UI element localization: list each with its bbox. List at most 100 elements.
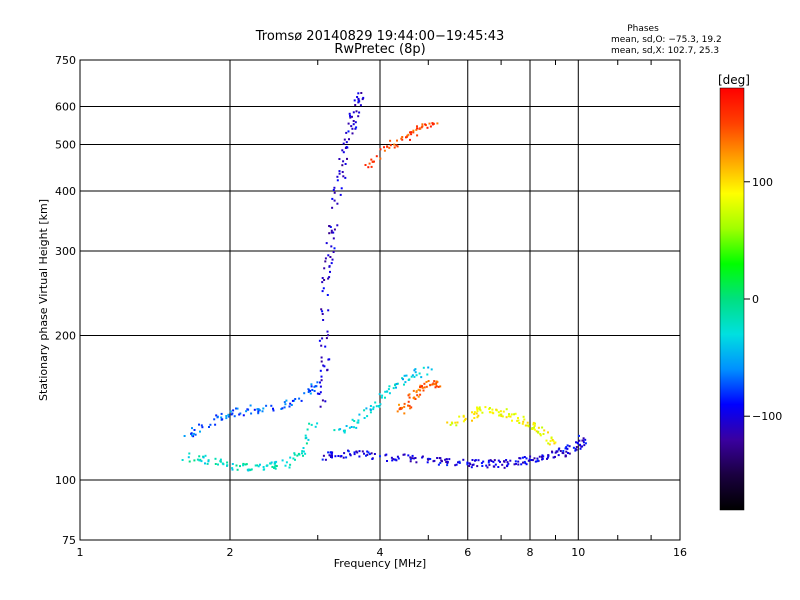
data-point (479, 409, 482, 412)
data-point (396, 145, 399, 148)
data-point (257, 465, 260, 468)
data-point (473, 411, 476, 414)
data-point (477, 459, 480, 462)
data-point (579, 443, 581, 446)
data-point (357, 419, 360, 422)
data-point (432, 460, 435, 463)
data-point (330, 231, 333, 234)
data-point (324, 260, 327, 263)
data-point (191, 427, 193, 430)
data-point (363, 417, 366, 419)
data-point (258, 409, 261, 412)
data-point (314, 425, 317, 428)
colorbar-tick-label: −100 (752, 410, 782, 423)
data-point (469, 463, 472, 466)
data-point (492, 412, 495, 415)
data-point (539, 433, 542, 435)
data-point (342, 456, 345, 459)
data-point (565, 450, 568, 453)
colorbar (720, 88, 744, 510)
data-point (352, 120, 355, 122)
data-point (301, 452, 303, 455)
data-point (476, 465, 479, 468)
data-point (333, 247, 336, 250)
data-point (200, 424, 203, 427)
chart-subtitle: RwPretec (8p) (334, 42, 425, 57)
data-point (375, 155, 378, 158)
data-point (355, 110, 358, 113)
data-point (340, 455, 343, 457)
data-point (365, 407, 368, 410)
data-point (407, 404, 409, 407)
data-point (426, 126, 429, 129)
data-point (270, 461, 273, 464)
data-point (482, 460, 485, 463)
data-point (351, 418, 354, 421)
data-point (532, 421, 535, 424)
data-point (481, 465, 484, 467)
data-point (471, 459, 474, 461)
data-point (412, 129, 415, 132)
data-point (564, 447, 567, 450)
data-point (373, 160, 375, 163)
data-point (330, 452, 333, 455)
data-point (495, 409, 498, 412)
data-point (572, 446, 575, 449)
data-point (324, 257, 327, 260)
data-point (409, 460, 412, 463)
x-tick-label: 4 (377, 546, 384, 559)
data-point (388, 385, 391, 388)
data-point (524, 462, 527, 465)
data-point (408, 378, 411, 381)
data-point (302, 450, 305, 453)
data-point (310, 423, 313, 426)
data-point (415, 128, 418, 131)
data-point (534, 422, 536, 425)
data-point (481, 411, 484, 414)
data-point (214, 457, 217, 460)
data-point (320, 360, 323, 363)
data-point (355, 426, 358, 429)
data-point (368, 453, 371, 456)
colorbar-tick-label: 0 (752, 293, 759, 306)
data-point (336, 202, 339, 205)
data-point (188, 452, 191, 455)
data-point (492, 465, 495, 468)
data-point (319, 369, 322, 372)
data-point (518, 457, 521, 460)
data-point (493, 459, 496, 462)
data-point (426, 461, 429, 464)
data-point (490, 460, 493, 462)
data-point (328, 232, 331, 235)
data-point (410, 406, 413, 409)
data-point (193, 459, 196, 462)
data-point (386, 390, 389, 393)
data-point (476, 408, 479, 411)
data-point (316, 392, 319, 395)
data-point (274, 464, 277, 467)
data-point (315, 385, 318, 388)
data-point (412, 131, 415, 134)
data-point (411, 457, 413, 460)
data-point (416, 127, 419, 130)
data-point (434, 386, 437, 389)
data-point (221, 462, 224, 465)
data-point (435, 383, 437, 386)
data-point (308, 389, 311, 392)
data-point (265, 464, 268, 467)
data-point (566, 444, 569, 447)
data-point (561, 451, 564, 454)
data-point (529, 455, 532, 458)
y-tick-label: 100 (55, 474, 76, 487)
data-point (320, 379, 323, 382)
data-point (413, 396, 416, 399)
data-point (580, 445, 583, 448)
data-point (492, 460, 495, 463)
data-point (231, 412, 234, 415)
data-point (306, 428, 309, 431)
data-point (322, 364, 325, 367)
data-point (515, 462, 517, 465)
data-point (318, 393, 321, 395)
data-point (527, 425, 530, 428)
data-point (330, 454, 333, 457)
